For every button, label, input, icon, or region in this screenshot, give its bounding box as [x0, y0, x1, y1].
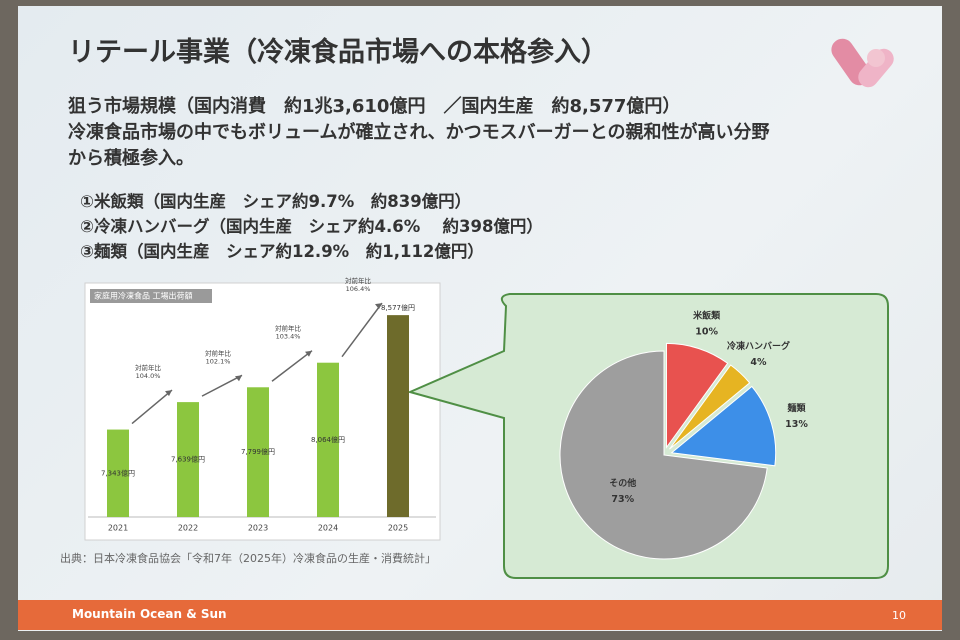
graphics: 家庭用冷凍食品 工場出荷額 2021 7,343億円 2022 7,639億円 2023 7… — [84, 38, 894, 579]
chart-title: 家庭用冷凍食品 工場出荷額 — [94, 291, 193, 301]
pie-value-label: 13% — [785, 419, 808, 430]
x-tick-label: 2023 — [248, 524, 268, 533]
bar — [107, 429, 129, 517]
growth-label: 103.4% — [276, 333, 301, 341]
pie-slice — [559, 350, 768, 560]
bar — [177, 402, 199, 517]
growth-label: 106.4% — [346, 285, 371, 293]
value-label: 8,064億円 — [311, 435, 345, 444]
growth-arrow — [201, 374, 243, 397]
value-label: 7,639億円 — [171, 455, 205, 464]
value-label: 8,577億円 — [381, 303, 415, 312]
slide: 家庭用冷凍食品 工場出荷額 2021 7,343億円 2022 7,639億円 2023 7… — [18, 6, 942, 631]
source: 出典：日本冷凍食品協会「令和7年（2025年）冷凍食品の生産・消費統計」 — [60, 552, 436, 565]
item: ②冷凍ハンバーグ（国内生産 シェア約4.6% 約398億円） — [80, 217, 543, 236]
x-tick-label: 2021 — [108, 524, 128, 533]
logo-mark — [831, 38, 894, 88]
chart-title-box — [90, 289, 212, 303]
slide-title: リテール事業（冷凍食品市場への本格参入） — [68, 37, 608, 68]
pie-value-label: 10% — [695, 326, 718, 337]
growth-arrowhead — [235, 375, 242, 382]
pie-label: 麺類 — [787, 402, 807, 414]
item: ③麺類（国内生産 シェア約12.9% 約1,112億円） — [80, 242, 484, 261]
bar — [317, 362, 339, 517]
growth-arrow — [271, 350, 313, 382]
pie-value-label: 4% — [750, 357, 767, 368]
body-text: 冷凍食品市場の中でもボリュームが確立され、かつモスバーガーとの親和性が高い分野 — [68, 122, 770, 143]
footer-logo: Mountain Ocean & Sun — [72, 607, 227, 621]
pie-value-label: 73% — [611, 494, 634, 505]
body-text: 狙う市場規模（国内消費 約1兆3,610億円 ／国内生産 約8,577億円） — [68, 96, 681, 117]
growth-arrow — [131, 389, 173, 425]
growth-prefix: 対前年比 — [275, 324, 302, 333]
x-tick-label: 2022 — [178, 524, 198, 533]
pie-slice — [665, 342, 729, 449]
value-label: 7,799億円 — [241, 447, 275, 456]
growth-prefix: 対前年比 — [135, 363, 162, 372]
body-text: から積極参入。 — [68, 148, 194, 169]
bar — [247, 387, 269, 517]
growth-label: 102.1% — [206, 357, 231, 365]
pie-label: その他 — [609, 477, 636, 489]
growth-prefix: 対前年比 — [345, 276, 372, 285]
growth-arrowhead — [375, 303, 382, 310]
pie-slice — [670, 385, 777, 467]
growth-arrowhead — [305, 350, 312, 357]
growth-arrowhead — [165, 390, 172, 397]
bar — [387, 315, 409, 517]
item: ①米飯類（国内生産 シェア約9.7% 約839億円） — [80, 192, 472, 211]
page-number: 10 — [892, 609, 906, 622]
x-tick-label: 2024 — [318, 524, 338, 533]
value-label: 7,343億円 — [101, 468, 135, 477]
footer: Mountain Ocean & Sun 10 — [18, 600, 942, 630]
pie-label: 米飯類 — [692, 309, 721, 321]
growth-prefix: 対前年比 — [205, 348, 232, 357]
growth-arrow — [341, 302, 383, 358]
pie-label: 冷凍ハンバーグ — [727, 340, 790, 352]
growth-label: 104.0% — [136, 372, 161, 380]
pie-slice — [669, 364, 751, 450]
x-tick-label: 2025 — [388, 524, 408, 533]
